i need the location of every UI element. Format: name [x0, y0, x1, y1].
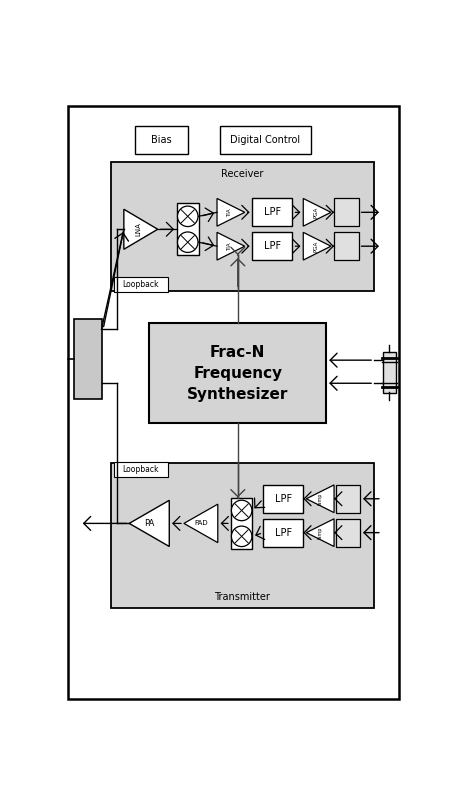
Polygon shape	[129, 500, 169, 546]
Bar	[334, 198, 359, 226]
Bar	[111, 464, 374, 608]
Polygon shape	[306, 485, 334, 513]
Text: Digital Control: Digital Control	[230, 135, 300, 145]
Text: PGA: PGA	[313, 206, 318, 218]
Bar	[263, 518, 303, 546]
Bar	[263, 485, 303, 513]
Text: Loopback: Loopback	[123, 280, 159, 289]
Bar	[136, 126, 188, 154]
Text: Bias: Bias	[151, 135, 172, 145]
Text: LPF: LPF	[275, 528, 292, 538]
Text: Receiver: Receiver	[221, 169, 264, 179]
Bar	[177, 203, 198, 255]
Text: LPF: LPF	[264, 241, 281, 251]
Text: Loopback: Loopback	[123, 465, 159, 474]
Polygon shape	[124, 210, 158, 249]
Text: lamp: lamp	[318, 526, 323, 539]
Polygon shape	[303, 198, 331, 226]
Circle shape	[231, 500, 252, 521]
Bar	[336, 485, 360, 513]
Text: PA: PA	[144, 519, 154, 528]
Circle shape	[178, 206, 198, 226]
Polygon shape	[184, 504, 218, 542]
Text: LPF: LPF	[275, 494, 292, 503]
Bar	[383, 353, 396, 392]
Text: TIA: TIA	[227, 242, 232, 251]
Bar	[252, 233, 293, 260]
Bar	[149, 323, 327, 423]
Polygon shape	[217, 198, 245, 226]
Bar	[74, 318, 102, 399]
Circle shape	[231, 526, 252, 546]
Text: TIA: TIA	[227, 208, 232, 217]
Bar	[220, 126, 311, 154]
Text: LNA: LNA	[136, 222, 142, 236]
Polygon shape	[303, 233, 331, 260]
Bar	[336, 518, 360, 546]
Polygon shape	[217, 233, 245, 260]
Circle shape	[178, 232, 198, 252]
Text: LPF: LPF	[264, 207, 281, 218]
Polygon shape	[306, 518, 334, 546]
Bar	[114, 462, 168, 477]
Bar	[114, 277, 168, 292]
Text: Transmitter: Transmitter	[214, 592, 270, 602]
Bar	[252, 198, 293, 226]
Bar	[111, 161, 374, 291]
Text: PGA: PGA	[313, 241, 318, 252]
Text: lamp: lamp	[318, 492, 323, 505]
Text: PAD: PAD	[194, 520, 207, 526]
Text: Frac-N
Frequency
Synthesizer: Frac-N Frequency Synthesizer	[187, 345, 289, 402]
Bar	[231, 498, 252, 549]
Bar	[334, 233, 359, 260]
